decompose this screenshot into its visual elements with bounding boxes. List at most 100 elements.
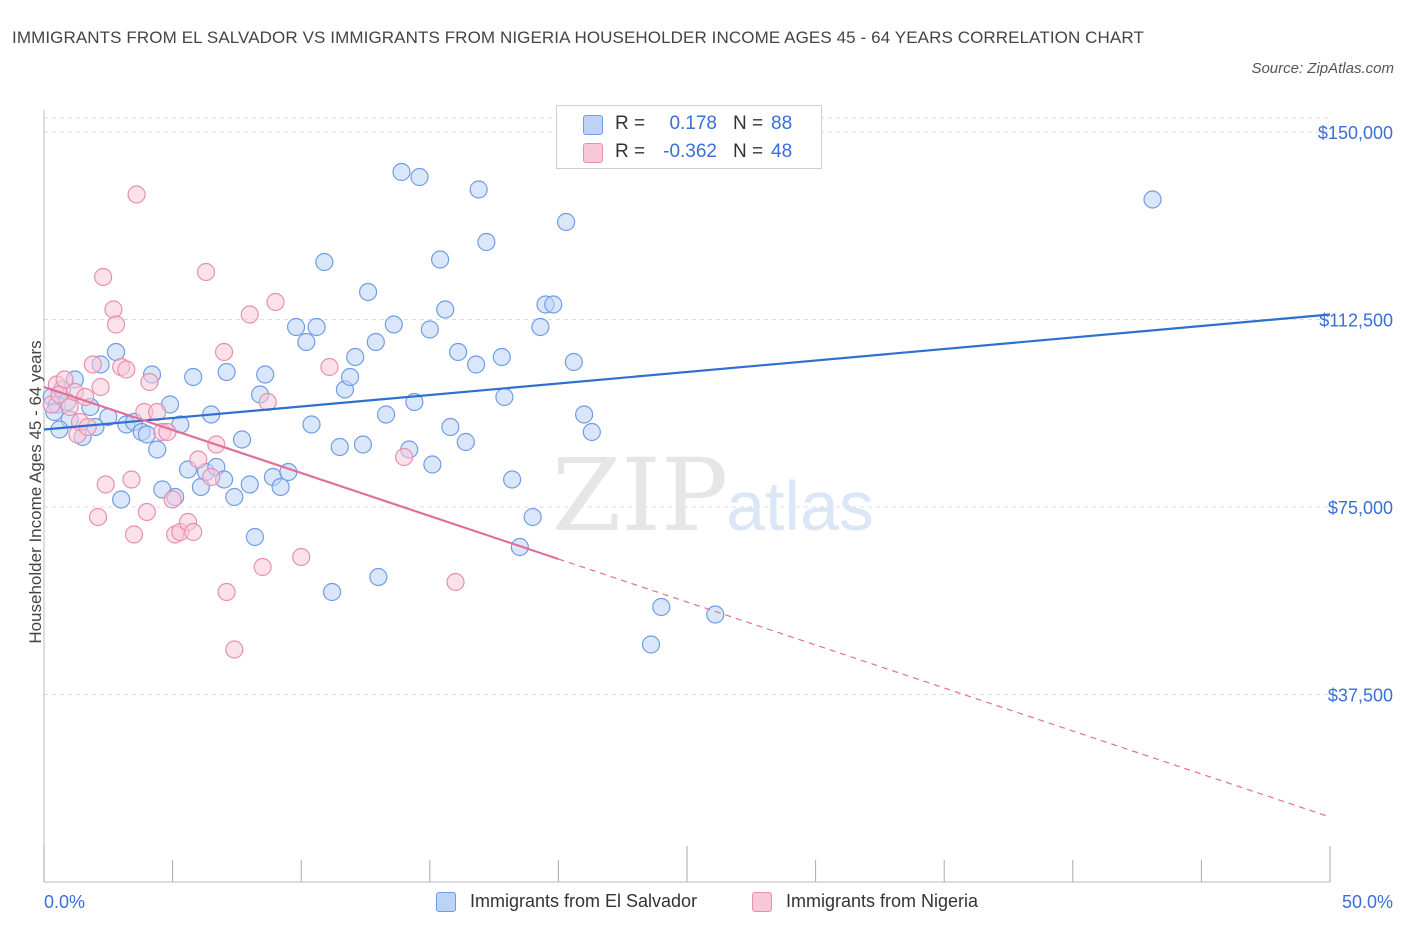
legend-n-value: 88 [771, 113, 793, 134]
legend-r-value: 0.178 [669, 113, 717, 134]
point-nigeria [394, 447, 414, 467]
point-el-salvador [1143, 190, 1162, 209]
point-el-salvador [366, 332, 385, 352]
point-nigeria [104, 300, 123, 319]
legend-r-value: -0.362 [663, 141, 717, 162]
point-nigeria [184, 522, 203, 542]
point-el-salvador [466, 355, 486, 374]
point-nigeria [55, 370, 74, 389]
point-el-salvador [307, 317, 326, 337]
point-nigeria [96, 475, 115, 494]
bottom-legend-swatch-el-salvador [436, 892, 456, 912]
point-el-salvador [232, 430, 252, 449]
point-nigeria [266, 292, 285, 312]
point-nigeria [320, 357, 339, 377]
point-el-salvador [456, 432, 475, 452]
trend-line-el-salvador [43, 313, 1331, 431]
watermark-zip: ZIP [552, 437, 728, 554]
point-nigeria [140, 372, 159, 392]
point-nigeria [253, 557, 272, 577]
watermark-atlas: atlas [726, 467, 874, 545]
point-nigeria [196, 262, 216, 282]
point-el-salvador [436, 300, 455, 319]
point-el-salvador [353, 435, 373, 454]
point-nigeria [94, 267, 113, 287]
trend-lines [43, 313, 1331, 818]
point-el-salvador [544, 295, 563, 314]
point-nigeria [148, 402, 167, 422]
point-nigeria [91, 377, 110, 397]
point-el-salvador [469, 180, 488, 199]
point-nigeria [127, 185, 146, 204]
point-el-salvador [256, 365, 275, 384]
legend-n-label: N = [733, 113, 764, 134]
point-el-salvador [297, 332, 316, 352]
point-el-salvador [503, 470, 522, 489]
point-el-salvador [564, 352, 583, 372]
point-nigeria [217, 582, 236, 602]
point-el-salvador [392, 162, 411, 182]
point-nigeria [122, 470, 141, 489]
series-el-salvador [42, 162, 1162, 654]
point-el-salvador [492, 347, 511, 367]
point-el-salvador [575, 405, 594, 424]
point-el-salvador [369, 567, 388, 587]
point-el-salvador [495, 387, 514, 407]
point-nigeria [88, 507, 108, 527]
point-el-salvador [420, 320, 439, 339]
bottom-legend-swatch-nigeria [752, 892, 772, 912]
point-el-salvador [376, 405, 396, 424]
point-el-salvador [531, 317, 550, 337]
point-el-salvador [286, 317, 306, 337]
correlation-legend: R = 0.178 N = 88 R = -0.362 N = 48 [556, 105, 822, 169]
bottom-legend-label-nigeria: Immigrants from Nigeria [786, 891, 979, 911]
legend-r-label: R = [615, 113, 646, 134]
legend-n-value: 48 [771, 141, 793, 162]
point-nigeria [117, 360, 136, 379]
y-tick-label: $75,000 [1328, 498, 1393, 518]
point-el-salvador [322, 582, 342, 602]
point-nigeria [137, 502, 156, 522]
axes [43, 110, 1331, 883]
point-el-salvador [384, 315, 403, 334]
x-tick-label-min: 0.0% [44, 892, 85, 912]
legend-r-label: R = [615, 141, 646, 162]
point-el-salvador [225, 487, 244, 507]
trend-line-nigeria-projection [558, 558, 1331, 818]
point-el-salvador [302, 415, 321, 434]
point-el-salvador [240, 475, 259, 494]
point-el-salvador [430, 250, 450, 269]
y-axis-label: Householder Income Ages 45 - 64 years [26, 340, 45, 644]
point-el-salvador [706, 605, 725, 624]
point-el-salvador [148, 440, 167, 459]
point-el-salvador [441, 417, 460, 437]
point-el-salvador [582, 422, 601, 442]
point-el-salvador [330, 437, 349, 457]
point-el-salvador [245, 527, 265, 547]
point-el-salvador [477, 232, 496, 252]
trend-line-nigeria [43, 385, 559, 561]
legend-swatch-el-salvador [583, 115, 603, 135]
legend-n-label: N = [733, 141, 764, 162]
point-el-salvador [423, 455, 442, 474]
point-el-salvador [184, 367, 203, 387]
point-el-salvador [641, 635, 661, 654]
point-nigeria [446, 572, 465, 592]
point-el-salvador [410, 167, 429, 187]
point-el-salvador [340, 367, 360, 387]
source-note: Source: ZipAtlas.com [1251, 60, 1394, 77]
y-tick-labels: $37,500 $75,000 $112,500 $150,000 [1318, 123, 1393, 706]
point-el-salvador [112, 490, 131, 509]
point-el-salvador [523, 507, 542, 527]
bottom-legend-label-el-salvador: Immigrants from El Salvador [470, 891, 698, 911]
point-el-salvador [448, 342, 468, 362]
point-el-salvador [358, 282, 378, 302]
grid-lines [44, 117, 1330, 695]
point-nigeria [83, 355, 102, 374]
point-nigeria [202, 467, 221, 487]
y-tick-label: $37,500 [1328, 686, 1393, 706]
point-el-salvador [315, 252, 334, 272]
point-el-salvador [557, 212, 576, 232]
point-nigeria [292, 547, 311, 567]
